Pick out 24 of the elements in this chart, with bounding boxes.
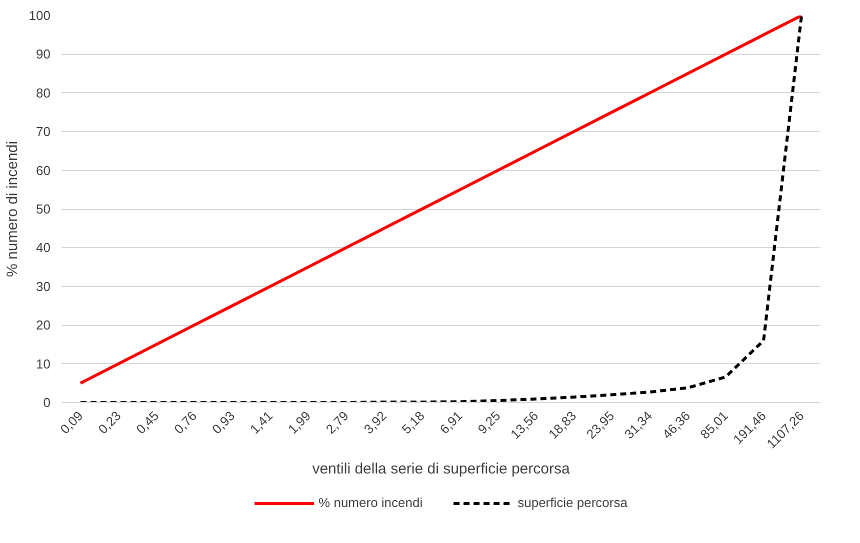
y-tick-label: 50 <box>36 202 51 216</box>
x-tick-label: 3,92 <box>360 408 390 437</box>
y-tick-label: 80 <box>36 85 51 100</box>
y-tick-label: 0 <box>43 395 51 410</box>
y-tick-label: 40 <box>36 240 51 256</box>
y-tick-label: 30 <box>36 278 51 294</box>
y-tick-label: 100 <box>28 8 51 23</box>
y-tick-label: 70 <box>36 124 51 140</box>
x-tick-label: 0,45 <box>133 408 162 437</box>
legend-label: % numero incendi <box>318 495 423 510</box>
x-tick-label: 0,76 <box>171 408 200 437</box>
x-tick-label: 0,23 <box>95 408 124 437</box>
y-tick-label: 60 <box>36 162 51 178</box>
x-tick-label: 6,91 <box>436 408 466 437</box>
x-tick-label: 0,09 <box>57 408 86 437</box>
x-tick-label: 1,41 <box>247 408 276 437</box>
y-tick-label: 20 <box>36 318 51 333</box>
x-tick-label: 0,93 <box>209 408 238 437</box>
x-tick-label: 5,18 <box>398 408 428 437</box>
y-tick-label: 90 <box>36 46 51 62</box>
legend-label: superficie percorsa <box>518 495 628 510</box>
y-axis-title: % numero di incendi <box>4 141 21 277</box>
y-tick-label: 10 <box>36 356 51 372</box>
x-axis-title: ventili della serie di superficie percorsa <box>312 460 570 478</box>
